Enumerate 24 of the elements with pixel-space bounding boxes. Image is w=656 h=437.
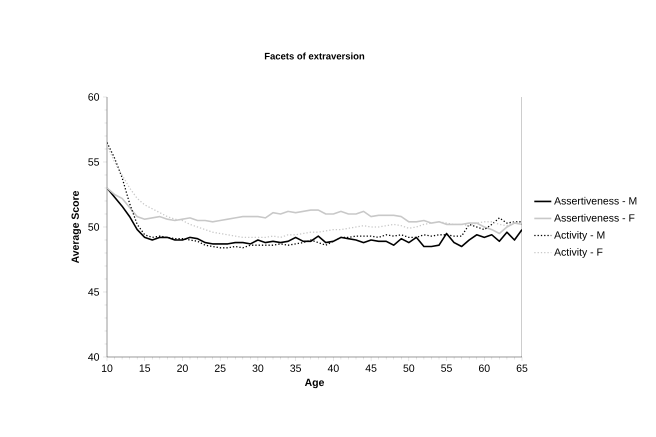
x-tick-label: 30 bbox=[252, 364, 264, 372]
legend-label: Assertiveness - M bbox=[554, 196, 636, 205]
x-tick-label: 40 bbox=[328, 364, 339, 372]
x-tick-label: 10 bbox=[102, 364, 112, 372]
y-axis-title: Average Score bbox=[71, 190, 82, 264]
y-tick-label: 60 bbox=[88, 93, 100, 101]
x-tick-label: 25 bbox=[214, 364, 226, 372]
x-tick-label: 20 bbox=[177, 364, 188, 372]
x-tick-label: 60 bbox=[478, 364, 490, 372]
y-tick-label: 55 bbox=[88, 158, 100, 166]
x-axis-title: Age bbox=[304, 378, 324, 388]
y-tick-label: 40 bbox=[88, 353, 100, 361]
x-tick-label: 65 bbox=[516, 364, 528, 372]
x-tick-label: 15 bbox=[140, 364, 150, 372]
x-tick-label: 50 bbox=[403, 364, 414, 372]
chart-title: Facets of extraversion bbox=[264, 52, 364, 60]
legend-label: Assertiveness - F bbox=[554, 214, 634, 222]
y-tick-label: 50 bbox=[88, 223, 100, 231]
legend-label: Activity - F bbox=[554, 248, 602, 258]
x-tick-label: 45 bbox=[366, 364, 376, 372]
x-tick-label: 55 bbox=[441, 364, 452, 372]
y-tick-label: 45 bbox=[88, 288, 100, 296]
legend-label: Activity - M bbox=[554, 230, 604, 241]
x-tick-label: 35 bbox=[290, 364, 302, 372]
